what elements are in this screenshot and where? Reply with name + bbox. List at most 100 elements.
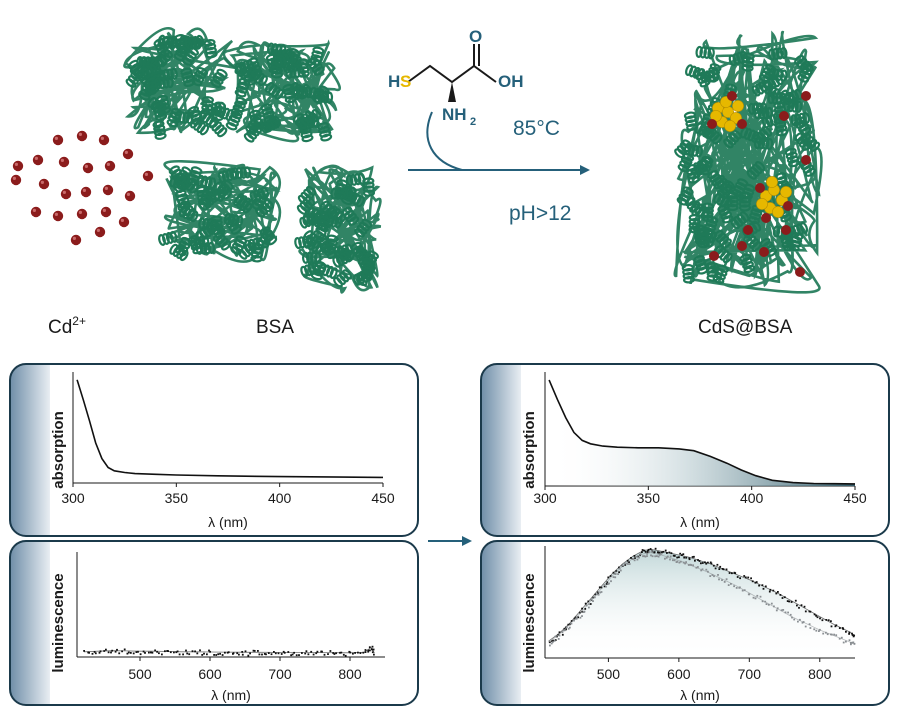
data-point	[99, 650, 102, 653]
data-point	[305, 650, 308, 653]
data-point	[813, 628, 816, 631]
data-point	[561, 633, 564, 636]
x-axis-label: λ (nm)	[680, 687, 720, 703]
data-point	[221, 654, 224, 656]
data-point	[263, 653, 266, 655]
cadmium-ion-highlight	[54, 136, 59, 140]
cadmium-ion	[80, 186, 92, 198]
spectrum-panel-luminescence-bsa: luminescence 500 600 700 800 λ (nm)	[9, 540, 419, 706]
data-point	[798, 606, 800, 609]
cadmium-ion	[122, 148, 134, 160]
cadmium-ion-highlight	[82, 188, 86, 192]
data-point	[755, 581, 758, 583]
data-point	[819, 617, 821, 620]
spectrum-trace	[548, 548, 856, 642]
data-point	[619, 569, 622, 572]
data-point	[730, 583, 732, 585]
ph-condition: pH>12	[509, 202, 571, 225]
data-point	[597, 593, 600, 596]
cadmium-ion-highlight	[84, 164, 88, 168]
data-point	[752, 596, 755, 599]
data-point	[310, 650, 313, 653]
data-point	[711, 574, 714, 576]
data-point	[105, 648, 107, 651]
data-point	[215, 654, 218, 656]
x-tick-label: 500	[597, 666, 621, 682]
data-point	[634, 557, 636, 559]
data-point	[685, 561, 687, 563]
data-point	[783, 596, 786, 599]
cds-nanoparticles	[707, 91, 811, 277]
data-point	[148, 651, 150, 654]
cadmium-atom	[781, 225, 791, 235]
data-point	[253, 650, 256, 652]
x-tick-label: 350	[637, 490, 661, 506]
data-point	[679, 560, 682, 563]
data-point	[244, 650, 247, 653]
cadmium-ion	[12, 160, 24, 172]
data-point	[142, 650, 145, 653]
data-point	[632, 558, 634, 560]
data-point	[129, 652, 132, 654]
cadmium-ion-highlight	[40, 180, 45, 184]
x-tick-label: 350	[165, 490, 189, 506]
data-point	[252, 649, 255, 652]
data-point	[723, 581, 726, 583]
data-point	[725, 568, 728, 571]
data-point	[567, 627, 570, 630]
data-point	[232, 652, 235, 655]
data-point	[641, 549, 644, 551]
data-point	[161, 653, 163, 656]
data-point	[791, 616, 793, 619]
data-point	[600, 591, 603, 593]
cadmium-atom	[783, 201, 793, 211]
data-point	[756, 594, 759, 597]
cadmium-atom	[779, 111, 789, 121]
cadmium-ion-highlight	[60, 158, 64, 162]
data-point	[603, 585, 606, 588]
data-point	[775, 609, 778, 612]
data-point	[557, 638, 560, 640]
cadmium-ion-highlight	[78, 132, 82, 136]
bsa-protein-cluster	[123, 26, 382, 294]
data-point	[626, 559, 629, 562]
data-point	[682, 561, 685, 564]
data-point	[333, 653, 336, 655]
data-point	[135, 651, 138, 653]
data-point	[579, 616, 582, 619]
data-point	[728, 572, 731, 574]
data-point	[835, 634, 838, 637]
x-tick-label: 600	[198, 666, 222, 682]
data-point	[156, 650, 158, 653]
data-point	[808, 610, 811, 613]
sulfide-atom	[732, 100, 744, 112]
data-point	[137, 650, 139, 653]
data-point	[323, 653, 326, 656]
sulfide-atom	[772, 206, 784, 218]
data-point	[851, 632, 853, 635]
data-point	[258, 653, 261, 656]
data-point	[821, 619, 824, 622]
data-point	[274, 652, 277, 655]
cadmium-ion-highlight	[78, 210, 82, 214]
cadmium-ion	[52, 210, 64, 222]
data-point	[151, 651, 154, 654]
data-point	[93, 651, 96, 653]
data-point	[615, 570, 618, 572]
data-point	[282, 650, 285, 653]
data-point	[690, 564, 693, 566]
x-tick-label: 700	[738, 666, 762, 682]
data-point	[127, 651, 130, 654]
data-point	[581, 615, 583, 617]
data-point	[368, 646, 371, 649]
data-point	[773, 605, 775, 608]
data-point	[315, 652, 318, 655]
data-point	[327, 653, 329, 655]
data-point	[126, 652, 129, 655]
data-point	[257, 650, 259, 652]
data-point	[802, 621, 805, 623]
data-point	[595, 593, 598, 596]
data-point	[692, 564, 694, 567]
data-point	[638, 556, 640, 559]
data-point	[781, 597, 784, 599]
